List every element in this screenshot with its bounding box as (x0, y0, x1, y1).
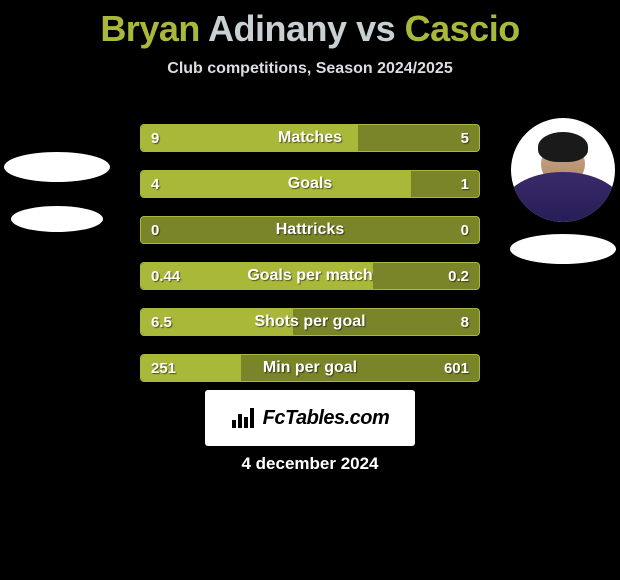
watermark: FcTables.com (205, 390, 415, 446)
placeholder-ellipse (510, 234, 616, 264)
stat-row: 4Goals1 (140, 170, 480, 198)
stat-row: 251Min per goal601 (140, 354, 480, 382)
stat-value-right: 5 (451, 125, 479, 151)
stat-value-right: 0 (451, 217, 479, 243)
stat-label: Goals (141, 171, 479, 197)
stat-value-right: 601 (434, 355, 479, 381)
player1-lastname: Adinany (208, 8, 347, 49)
player1-avatar-column (2, 118, 112, 232)
player2-avatar (511, 118, 615, 222)
player2-avatar-column (508, 118, 618, 264)
stat-value-right: 8 (451, 309, 479, 335)
stat-label: Goals per match (141, 263, 479, 289)
bars-icon (231, 406, 257, 430)
stat-value-right: 0.2 (438, 263, 479, 289)
stat-row: 0Hattricks0 (140, 216, 480, 244)
subtitle: Club competitions, Season 2024/2025 (0, 60, 620, 78)
date-label: 4 december 2024 (0, 454, 620, 474)
comparison-bars: 9Matches5 4Goals1 0Hattricks0 0.44Goals per… (140, 124, 480, 400)
stat-label: Matches (141, 125, 479, 151)
comparison-title: Bryan Adinany vs Cascio (0, 0, 620, 50)
player1-avatar (5, 118, 109, 222)
stat-label: Shots per goal (141, 309, 479, 335)
stat-value-right: 1 (451, 171, 479, 197)
vs-word: vs (356, 8, 395, 49)
stat-row: 9Matches5 (140, 124, 480, 152)
stat-label: Min per goal (141, 355, 479, 381)
stat-row: 0.44Goals per match0.2 (140, 262, 480, 290)
player2-name: Cascio (405, 8, 520, 49)
stat-label: Hattricks (141, 217, 479, 243)
watermark-text: FcTables.com (263, 407, 390, 430)
player1-firstname: Bryan (100, 8, 200, 49)
stat-row: 6.5Shots per goal8 (140, 308, 480, 336)
